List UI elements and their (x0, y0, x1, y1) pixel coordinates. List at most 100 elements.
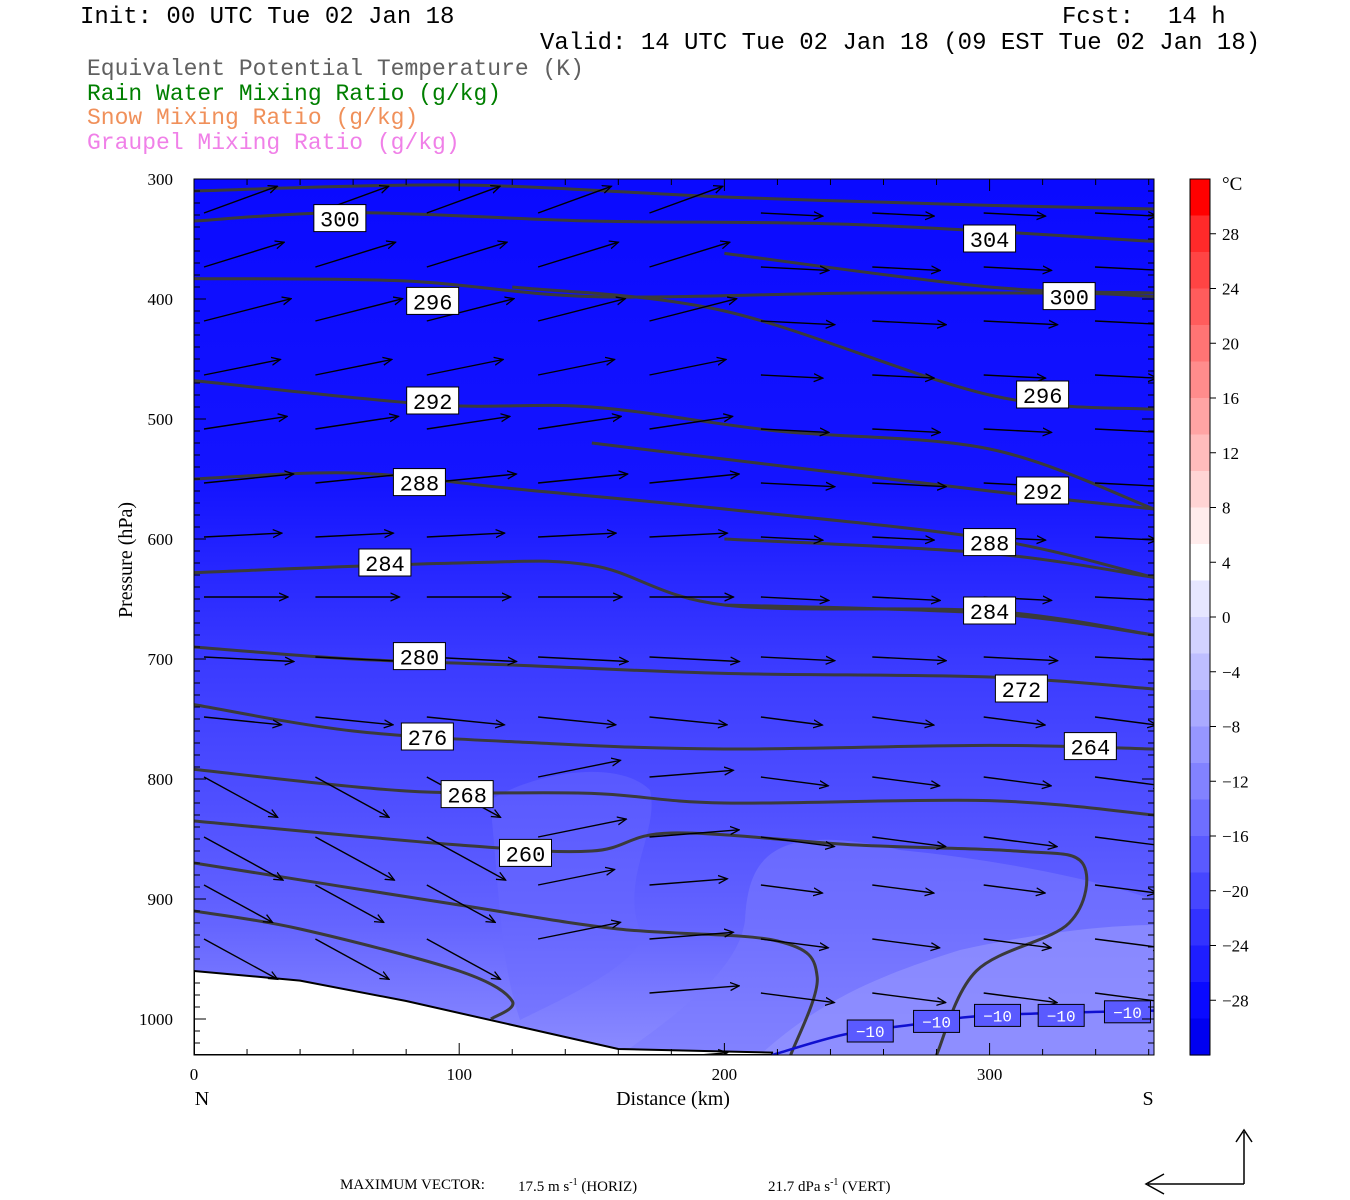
isotherm-label-0: −10 (856, 1024, 885, 1042)
max-vector-horizontal-exponent: -1 (569, 1177, 578, 1188)
wind-vector-107 (1094, 836, 1154, 846)
wind-vector-23 (760, 321, 835, 325)
theta-e-label-11: 284 (970, 601, 1010, 626)
theta-e-label-box-3 (1042, 282, 1096, 311)
wind-vectors (203, 186, 1154, 1067)
theta-e-label-box-0 (313, 204, 367, 233)
wind-vector-33 (872, 375, 934, 378)
wind-vector-103 (649, 830, 740, 838)
wind-vector-28 (315, 360, 391, 376)
theta-e-label-3: 300 (1049, 287, 1089, 312)
wind-vector-119 (426, 938, 501, 979)
theta-e-label-16: 260 (506, 843, 546, 868)
wind-vector-4 (649, 186, 723, 214)
colorbar-tick-label-14: −28 (1222, 991, 1249, 1010)
y-tick-label-300: 300 (148, 170, 174, 189)
wind-vector-123 (872, 938, 939, 948)
plot-area: −10 −10 −10 −10 −10 300 304 296 300 292 296 288 292… (194, 179, 1154, 1067)
wind-vector-129 (983, 992, 1057, 1003)
wind-vector-108 (203, 884, 273, 922)
wind-vector-85 (649, 716, 728, 725)
isotherm-label-box-4 (1103, 1000, 1151, 1024)
theta-e-label-8: 284 (365, 553, 405, 578)
wind-vector-126 (649, 986, 740, 994)
wind-vector-82 (315, 716, 393, 725)
y-tick-label-700: 700 (148, 650, 174, 669)
isotherm-minus10: −10 −10 −10 −10 −10 (771, 1000, 1154, 1055)
colorbar-swatch-10 (1190, 544, 1210, 582)
colorbar-tick-label-5: 8 (1222, 499, 1231, 518)
wind-vector-17 (1094, 267, 1154, 270)
colorbar-swatch-13 (1190, 653, 1210, 691)
wind-vector-130 (1094, 992, 1154, 1002)
wind-vector-18 (203, 299, 291, 322)
wind-vector-132 (761, 1059, 823, 1067)
colorbar-swatch-18 (1190, 836, 1210, 874)
wind-vector-16 (983, 267, 1052, 270)
isotherm-label-1: −10 (922, 1014, 951, 1032)
theta-e-label-box-16 (498, 838, 552, 867)
theta-e-label-15: 264 (1071, 737, 1111, 762)
legend-theta-e: Equivalent Potential Temperature (K) (87, 56, 584, 82)
wind-vector-99 (203, 836, 283, 880)
wind-vector-14 (760, 267, 829, 270)
x-axis-label: Distance (km) (616, 1088, 730, 1110)
theta-e-label-box-15 (1063, 732, 1117, 761)
wind-vector-84 (538, 716, 616, 725)
theta-e-label-box-10 (392, 642, 446, 671)
max-vector-vertical: 21.7 dPa s-1 (VERT) (768, 1177, 890, 1196)
colorbar-swatch-11 (1190, 580, 1210, 618)
isotherm-label-box-0 (846, 1019, 894, 1043)
theta-e-label-2: 296 (413, 291, 453, 316)
wind-vector-96 (872, 776, 939, 786)
wind-vector-93 (537, 760, 620, 778)
wind-vector-89 (1094, 716, 1154, 725)
wind-vector-10 (315, 242, 395, 268)
wind-vector-83 (426, 716, 505, 725)
colorbar-swatch-22 (1190, 982, 1210, 1020)
theta-e-label-box-5 (1016, 380, 1070, 409)
wind-vector-7 (983, 213, 1046, 216)
theta-e-label-box-9 (963, 528, 1017, 557)
wind-vector-114 (872, 884, 934, 893)
theta-e-label-13: 272 (1002, 679, 1042, 704)
plot-frame (193, 178, 1155, 1056)
theta-e-contour-1 (194, 183, 1154, 211)
wind-vector-71 (1094, 597, 1154, 600)
wind-vector-53 (1094, 482, 1154, 487)
wind-vector-117 (203, 938, 278, 979)
wind-vector-22 (649, 299, 737, 322)
colorbar-swatch-14 (1190, 690, 1210, 728)
wind-vector-128 (872, 992, 945, 1003)
wind-vector-102 (537, 819, 626, 838)
wind-vector-127 (760, 992, 834, 1003)
wind-vector-124 (983, 938, 1051, 948)
isotherm-label-box-3 (1037, 1003, 1085, 1027)
legend-rain: Rain Water Mixing Ratio (g/kg) (87, 81, 502, 107)
colorbar-swatch-15 (1190, 726, 1210, 764)
wind-vector-12 (537, 242, 618, 268)
wind-vector-101 (426, 836, 506, 880)
wind-vector-133 (872, 1059, 934, 1067)
wind-vector-113 (760, 884, 823, 893)
legend-graupel: Graupel Mixing Ratio (g/kg) (87, 130, 460, 156)
wind-vector-86 (760, 716, 823, 725)
wind-vector-104 (760, 836, 834, 847)
wind-vector-0 (203, 186, 277, 214)
wind-vector-100 (315, 836, 394, 880)
wind-vector-91 (315, 776, 389, 817)
wind-vector-79 (983, 657, 1058, 661)
wind-vector-8 (1094, 213, 1154, 216)
wind-vector-109 (315, 884, 383, 922)
colorbar: 28 24 20 16 12 8 4 0 −4 −8 −12 −16 −20 −24 −28 (1189, 178, 1249, 1056)
colorbar-swatch-6 (1190, 398, 1210, 436)
theta-e-label-4: 292 (413, 391, 453, 416)
x-tick-label-300: 300 (977, 1065, 1003, 1084)
wind-vector-76 (649, 656, 740, 662)
wind-vector-118 (315, 938, 389, 979)
wind-vector-111 (537, 870, 615, 886)
theta-e-label-14: 268 (447, 785, 487, 810)
wind-vector-73 (315, 656, 405, 662)
wind-vector-112 (649, 879, 728, 886)
theta-e-label-box-8 (358, 548, 412, 577)
